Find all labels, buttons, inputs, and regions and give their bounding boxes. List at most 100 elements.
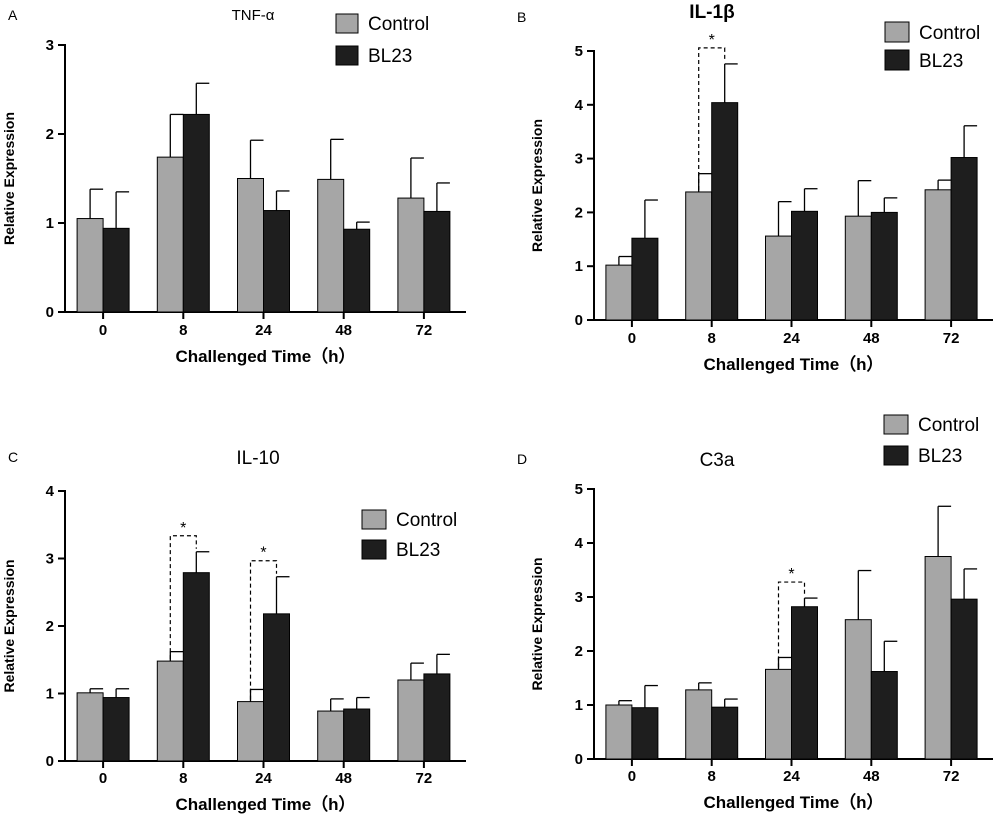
legend-label-control: Control xyxy=(396,510,457,531)
legend-swatch-bl23 xyxy=(335,45,359,66)
y-axis-label: Relative Expression xyxy=(529,557,545,690)
y-tick-label: 2 xyxy=(46,618,54,635)
y-axis-label: Relative Expression xyxy=(1,559,17,692)
chart-title: TNF-α xyxy=(232,7,275,24)
bar-control-0 xyxy=(605,264,633,321)
y-axis-label: Relative Expression xyxy=(529,119,545,252)
x-tick-label: 24 xyxy=(783,330,800,347)
panel-a: A TNF-α 0 1 2 3 0 8 24 48 72 Relative Expression Cha… xyxy=(1,7,466,366)
bar-bl23-48 xyxy=(343,708,371,762)
panel-letter: A xyxy=(8,7,18,23)
bar-bl23-48 xyxy=(870,671,898,760)
x-tick-label: 0 xyxy=(99,770,107,787)
panel-letter: C xyxy=(8,449,18,465)
y-tick-label: 5 xyxy=(575,43,583,60)
panel-letter: D xyxy=(517,451,527,467)
bar-control-72 xyxy=(397,197,425,313)
y-tick-label: 3 xyxy=(46,551,54,568)
bar-control-0 xyxy=(605,704,633,760)
legend-swatch-control xyxy=(335,13,359,34)
significance-bracket xyxy=(249,560,278,700)
significance-star: * xyxy=(788,566,794,583)
y-tick-label: 1 xyxy=(46,215,54,232)
bar-control-72 xyxy=(397,679,425,762)
bar-bl23-72 xyxy=(950,598,978,760)
legend-swatch-bl23 xyxy=(361,539,387,560)
y-tick-label: 3 xyxy=(575,589,583,606)
y-tick-label: 0 xyxy=(575,751,583,768)
x-tick-label: 72 xyxy=(943,330,960,347)
bar-control-8 xyxy=(156,660,184,762)
x-tick-label: 8 xyxy=(708,768,716,785)
bar-bl23-48 xyxy=(343,228,371,313)
y-tick-label: 3 xyxy=(575,151,583,168)
bar-bl23-24 xyxy=(791,210,818,321)
bar-control-48 xyxy=(844,215,872,321)
x-tick-label: 0 xyxy=(628,330,636,347)
bar-control-72 xyxy=(924,189,952,321)
legend-swatch-control xyxy=(883,414,909,435)
bar-bl23-72 xyxy=(423,210,451,313)
x-axis-label: Challenged Time（h） xyxy=(175,794,355,814)
x-axis-label: Challenged Time（h） xyxy=(175,346,355,366)
y-tick-label: 1 xyxy=(575,258,583,275)
legend: Control BL23 xyxy=(884,21,980,72)
bar-control-48 xyxy=(844,619,872,760)
bar-bl23-24 xyxy=(791,606,818,760)
bar-control-8 xyxy=(156,156,184,313)
bar-control-48 xyxy=(317,178,345,313)
bar-control-8 xyxy=(685,689,713,760)
legend-label-bl23: BL23 xyxy=(919,51,963,72)
x-tick-label: 72 xyxy=(943,768,960,785)
legend-swatch-control xyxy=(361,509,387,530)
x-tick-label: 48 xyxy=(863,768,880,785)
legend-label-bl23: BL23 xyxy=(396,540,440,561)
legend: Control BL23 xyxy=(361,509,457,561)
y-tick-label: 4 xyxy=(575,535,584,552)
y-tick-label: 0 xyxy=(46,304,54,321)
significance-bracket xyxy=(698,47,726,190)
y-tick-label: 5 xyxy=(575,481,583,498)
bar-bl23-0 xyxy=(631,237,659,321)
y-tick-label: 1 xyxy=(46,686,54,703)
x-tick-label: 48 xyxy=(335,770,352,787)
bar-control-0 xyxy=(76,692,104,762)
bar-bl23-8 xyxy=(711,706,739,760)
legend: Control BL23 xyxy=(883,414,979,467)
legend-label-control: Control xyxy=(919,23,980,44)
y-tick-label: 1 xyxy=(575,697,583,714)
x-tick-label: 0 xyxy=(628,768,636,785)
x-tick-label: 72 xyxy=(416,770,433,787)
x-tick-label: 48 xyxy=(335,322,352,339)
panel-b: B IL-1β 0 1 2 3 4 5 0 8 24 48 72 * Relative Expression… xyxy=(517,2,993,374)
y-tick-label: 3 xyxy=(46,37,54,54)
bar-bl23-8 xyxy=(182,113,210,313)
y-tick-label: 0 xyxy=(46,753,54,770)
chart-title: C3a xyxy=(700,450,735,471)
legend-swatch-bl23 xyxy=(883,445,909,466)
legend-label-bl23: BL23 xyxy=(918,446,962,467)
x-tick-label: 8 xyxy=(708,330,716,347)
x-axis-label: Challenged Time（h） xyxy=(703,792,883,812)
x-tick-label: 0 xyxy=(99,322,107,339)
legend-swatch-bl23 xyxy=(884,49,910,71)
x-tick-label: 8 xyxy=(179,770,187,787)
panel-letter: B xyxy=(517,9,526,25)
y-tick-label: 0 xyxy=(575,312,583,329)
bar-bl23-8 xyxy=(182,572,210,762)
bar-bl23-0 xyxy=(102,227,130,313)
x-tick-label: 48 xyxy=(863,330,880,347)
significance-bracket xyxy=(777,581,806,668)
legend-label-control: Control xyxy=(368,14,429,35)
x-tick-label: 24 xyxy=(783,768,800,785)
y-tick-label: 2 xyxy=(575,643,583,660)
x-axis-label: Challenged Time（h） xyxy=(703,354,883,374)
chart-title: IL-10 xyxy=(236,448,279,469)
bar-control-72 xyxy=(924,556,952,760)
y-tick-label: 2 xyxy=(46,126,54,143)
bar-bl23-24 xyxy=(263,613,290,762)
bar-bl23-48 xyxy=(870,211,898,321)
bar-bl23-72 xyxy=(423,673,451,762)
panel-c: C IL-10 0 1 2 3 4 0 8 24 48 72 * * Relative Expression… xyxy=(1,448,466,814)
